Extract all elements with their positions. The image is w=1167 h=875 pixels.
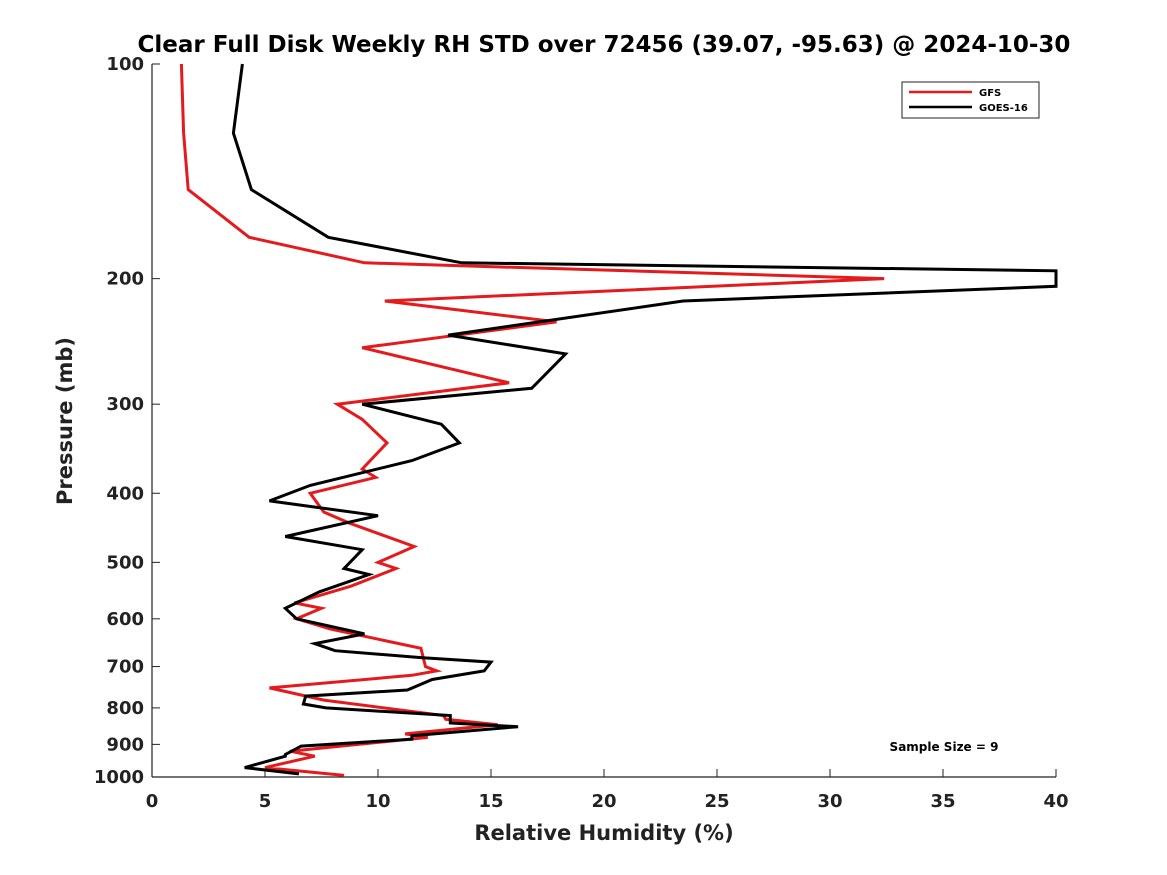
x-tick-label: 40 [1043, 791, 1068, 812]
y-tick-label: 1000 [94, 767, 144, 788]
y-tick-label: 900 [106, 734, 144, 755]
plot-area [151, 64, 1056, 778]
x-tick-label: 5 [259, 791, 272, 812]
legend-label-gfs: GFS [979, 88, 1001, 99]
legend: GFS GOES-16 [901, 81, 1040, 119]
x-tick-label: 0 [146, 791, 159, 812]
x-ticks: 0 5 10 15 20 25 30 35 40 [146, 769, 1069, 812]
y-tick-label: 400 [106, 483, 144, 504]
x-tick-label: 25 [704, 791, 729, 812]
x-tick-label: 20 [591, 791, 616, 812]
y-tick-label: 600 [106, 609, 144, 630]
y-tick-label: 500 [106, 552, 144, 573]
legend-box [901, 81, 1040, 119]
x-tick-label: 10 [365, 791, 390, 812]
y-tick-label: 800 [106, 698, 144, 719]
y-tick-label: 700 [106, 657, 144, 678]
sample-size-annotation: Sample Size = 9 [890, 740, 999, 754]
series-layer [179, 63, 1058, 777]
y-tick-label: 200 [106, 269, 144, 290]
x-tick-label: 30 [817, 791, 842, 812]
x-tick-label: 15 [478, 791, 503, 812]
x-axis-label: Relative Humidity (%) [474, 821, 733, 845]
y-axis-label: Pressure (mb) [53, 337, 77, 505]
chart-title: Clear Full Disk Weekly RH STD over 72456… [138, 32, 1071, 58]
y-tick-label: 300 [106, 394, 144, 415]
y-tick-label: 100 [106, 54, 144, 75]
series-line-goes16 [231, 63, 1058, 776]
series-line-gfs [179, 63, 885, 777]
legend-label-goes16: GOES-16 [979, 103, 1028, 114]
x-tick-label: 35 [930, 791, 955, 812]
y-ticks: 100 200 300 400 500 600 700 800 900 1000 [94, 54, 160, 788]
